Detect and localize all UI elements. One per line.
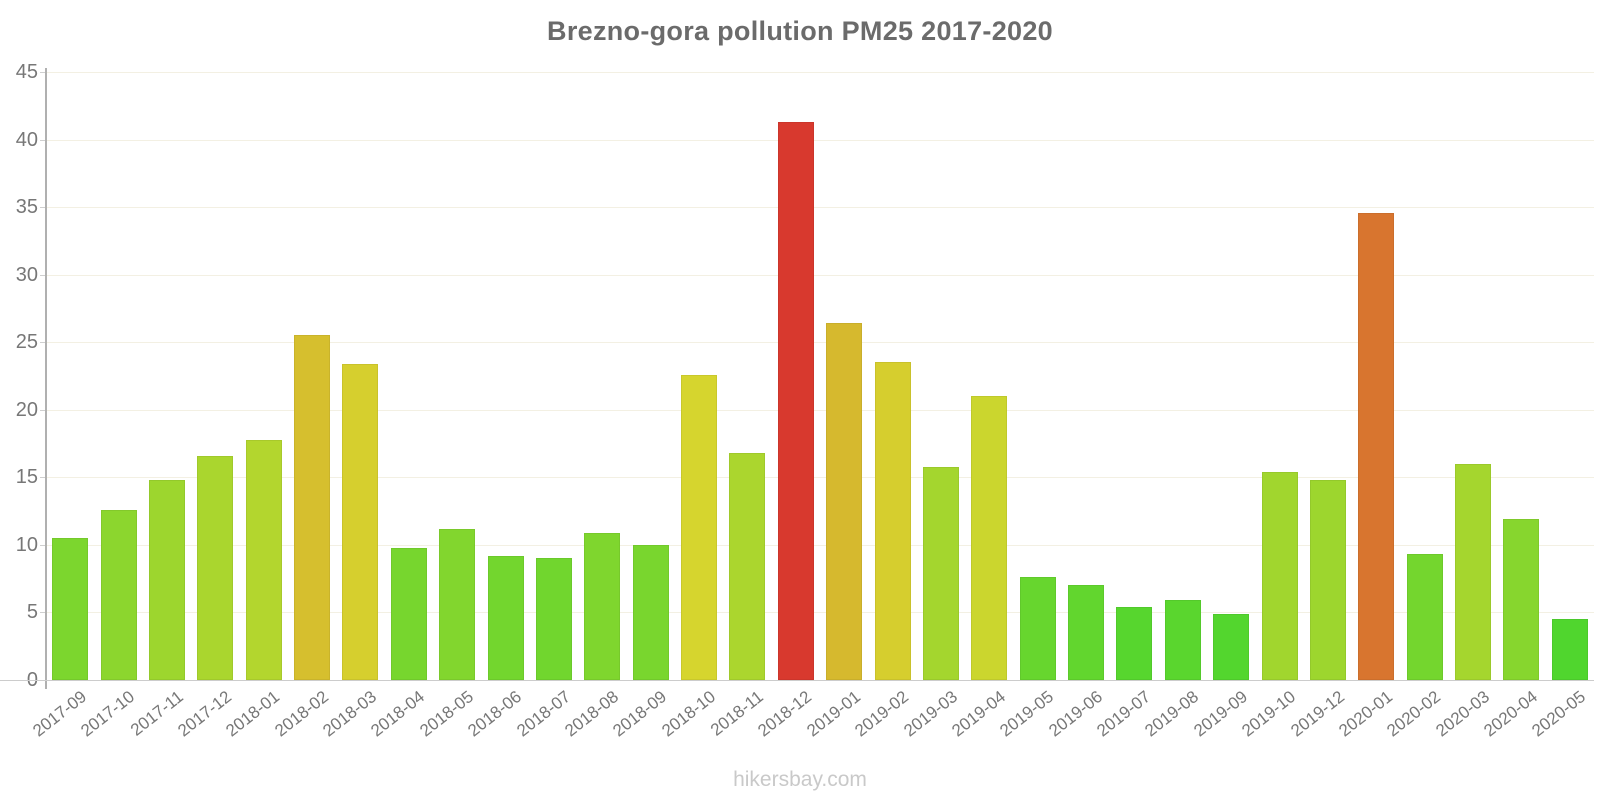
- y-tick-15: [40, 477, 46, 479]
- x-axis-label-2020-04: 2020-04: [1480, 687, 1542, 741]
- bar-2018-12[interactable]: [777, 121, 814, 680]
- x-axis-label-2019-01: 2019-01: [803, 687, 864, 741]
- bar-2020-01[interactable]: [1358, 212, 1395, 680]
- bar-2019-01[interactable]: [826, 323, 863, 680]
- x-axis-label-2019-09: 2019-09: [1190, 687, 1251, 741]
- x-axis-label-2018-06: 2018-06: [464, 687, 526, 741]
- bar-2018-01[interactable]: [245, 439, 282, 680]
- x-axis-label-2019-08: 2019-08: [1141, 687, 1203, 741]
- bar-2017-09[interactable]: [52, 538, 89, 680]
- bar-2018-09[interactable]: [632, 544, 669, 680]
- x-axis-label-2020-02: 2020-02: [1383, 687, 1445, 741]
- watermark: hikersbay.com: [733, 768, 867, 791]
- x-axis-label-2018-04: 2018-04: [367, 687, 429, 741]
- y-tick-label-40: 40: [15, 128, 38, 151]
- x-axis-label-2018-01: 2018-01: [222, 687, 284, 741]
- gridline-15: [46, 477, 1594, 479]
- x-axis-label-2017-11: 2017-11: [126, 687, 187, 740]
- y-tick-20: [40, 409, 46, 411]
- bar-2020-04[interactable]: [1503, 519, 1540, 680]
- bar-2019-08[interactable]: [1164, 600, 1201, 680]
- x-axis-label-2019-05: 2019-05: [996, 687, 1058, 741]
- x-axis-label-2017-10: 2017-10: [77, 687, 139, 741]
- bar-2019-09[interactable]: [1213, 613, 1250, 680]
- bar-2019-02[interactable]: [874, 362, 911, 680]
- x-axis-label-2018-05: 2018-05: [416, 687, 477, 741]
- y-tick-10: [40, 544, 46, 546]
- x-axis-label-2019-04: 2019-04: [948, 687, 1010, 741]
- bar-2018-05[interactable]: [439, 528, 476, 680]
- bar-2020-05[interactable]: [1551, 619, 1588, 680]
- chart-title: Brezno-gora pollution PM25 2017-2020: [547, 16, 1053, 46]
- x-axis-label-2019-10: 2019-10: [1238, 687, 1300, 741]
- gridline-45: [46, 72, 1594, 73]
- x-axis-label-2019-02: 2019-02: [851, 687, 913, 741]
- bar-2017-11[interactable]: [148, 480, 185, 680]
- x-axis-label-2018-10: 2018-10: [657, 687, 719, 741]
- x-axis-label-2018-07: 2018-07: [512, 687, 574, 741]
- x-axis-label-2018-08: 2018-08: [561, 687, 623, 741]
- bar-2019-03[interactable]: [922, 466, 959, 680]
- y-tick-label-5: 5: [26, 601, 38, 624]
- bar-2017-12[interactable]: [197, 455, 234, 680]
- bar-2018-06[interactable]: [487, 555, 524, 680]
- x-axis-label-2019-12: 2019-12: [1286, 687, 1348, 741]
- bar-2019-06[interactable]: [1068, 585, 1105, 680]
- y-tick-35: [40, 207, 46, 209]
- x-axis-label-2019-06: 2019-06: [1044, 687, 1106, 741]
- bar-2018-08[interactable]: [584, 532, 621, 680]
- x-axis-label-2020-03: 2020-03: [1431, 687, 1493, 741]
- x-axis-label-2018-12: 2018-12: [754, 687, 816, 741]
- y-tick-30: [40, 274, 46, 276]
- gridline-30: [46, 274, 1594, 276]
- y-tick-45: [40, 72, 46, 73]
- y-tick-label-10: 10: [15, 533, 38, 556]
- bar-2018-10[interactable]: [681, 374, 718, 680]
- x-axis-label-2020-05: 2020-05: [1528, 687, 1590, 741]
- y-tick-25: [40, 342, 46, 344]
- y-tick-label-30: 30: [15, 263, 38, 286]
- y-tick-label-15: 15: [15, 466, 38, 489]
- bar-2018-11[interactable]: [729, 453, 766, 680]
- bar-2017-10[interactable]: [100, 509, 137, 680]
- y-axis: [45, 68, 47, 689]
- gridline-40: [46, 139, 1594, 141]
- gridline-20: [46, 409, 1594, 411]
- x-axis-label-2018-02: 2018-02: [270, 687, 332, 741]
- y-tick-label-35: 35: [15, 196, 38, 219]
- gridline-10: [46, 544, 1594, 546]
- bar-2019-04[interactable]: [971, 396, 1008, 680]
- bar-2020-02[interactable]: [1406, 554, 1443, 680]
- x-axis-label-2018-03: 2018-03: [319, 687, 381, 741]
- bar-2019-12[interactable]: [1309, 480, 1346, 680]
- y-tick-5: [40, 612, 46, 614]
- x-axis-label-2019-07: 2019-07: [1093, 687, 1155, 741]
- y-tick-label-45: 45: [15, 61, 38, 83]
- bar-2019-10[interactable]: [1261, 471, 1298, 680]
- bar-2018-03[interactable]: [342, 363, 379, 680]
- x-axis-label-2020-01: 2020-01: [1335, 687, 1397, 741]
- x-axis-label-2019-03: 2019-03: [899, 687, 961, 741]
- gridline-35: [46, 207, 1594, 209]
- bar-2018-07[interactable]: [535, 558, 572, 680]
- gridline-25: [46, 342, 1594, 344]
- gridline-5: [46, 612, 1594, 614]
- y-tick-label-25: 25: [15, 331, 38, 354]
- y-tick-40: [40, 139, 46, 141]
- bar-2020-03[interactable]: [1455, 463, 1492, 680]
- x-axis-label-2017-09: 2017-09: [29, 687, 90, 741]
- x-axis-label-2018-11: 2018-11: [707, 687, 768, 740]
- y-tick-label-20: 20: [15, 398, 38, 421]
- x-axis-label-2018-09: 2018-09: [609, 687, 671, 741]
- bar-2018-02[interactable]: [294, 335, 331, 680]
- bar-2019-07[interactable]: [1116, 607, 1153, 680]
- bar-2018-04[interactable]: [390, 547, 427, 680]
- x-axis-label-2017-12: 2017-12: [174, 687, 236, 741]
- x-axis: [0, 680, 1594, 681]
- bar-2019-05[interactable]: [1019, 577, 1056, 680]
